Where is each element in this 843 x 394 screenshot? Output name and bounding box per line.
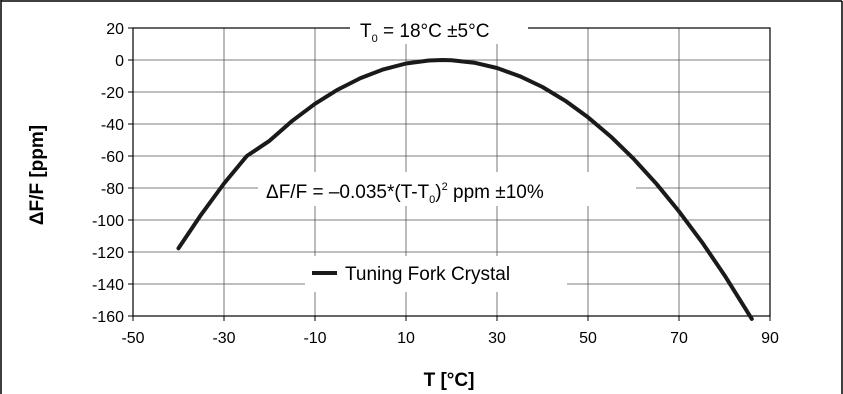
x-tick-label: 10 — [397, 330, 415, 347]
formula-annotation: ΔF/F = –0.035*(T-T0)2 ppm ±10% — [266, 181, 544, 206]
x-tick-label: 50 — [579, 330, 597, 347]
x-tick-label: 30 — [488, 330, 506, 347]
x-axis-ticks: -50 -30 -10 10 30 50 70 90 — [121, 316, 779, 347]
y-tick-label: -20 — [101, 85, 124, 102]
y-axis-label: ΔF/F [ppm] — [27, 125, 48, 225]
y-tick-label: -80 — [101, 181, 124, 198]
formula-annotation-bg — [258, 172, 636, 206]
series-layer — [176, 58, 754, 321]
x-axis-label: T [°C] — [424, 370, 475, 391]
t0-annotation: T0 = 18°C ±5°C — [360, 21, 489, 45]
x-tick-label: -30 — [212, 330, 235, 347]
y-tick-label: -60 — [101, 149, 124, 166]
legend-bg — [305, 256, 567, 292]
y-tick-label: -100 — [92, 213, 124, 230]
x-tick-label: 70 — [670, 330, 688, 347]
x-tick-label: -50 — [121, 330, 144, 347]
y-tick-label: 20 — [106, 21, 124, 38]
y-tick-label: -40 — [101, 117, 124, 134]
y-tick-label: -140 — [92, 277, 124, 294]
x-tick-label: 90 — [761, 330, 779, 347]
y-tick-label: 0 — [115, 53, 124, 70]
series-line — [176, 58, 754, 321]
y-tick-label: -120 — [92, 245, 124, 262]
x-tick-label: -10 — [303, 330, 326, 347]
legend-label: Tuning Fork Crystal — [345, 264, 510, 285]
t0-annotation-bg — [350, 14, 528, 44]
y-tick-label: -160 — [92, 309, 124, 326]
y-axis-ticks: 20 0 -20 -40 -60 -80 -100 -120 -140 -160 — [92, 21, 133, 326]
